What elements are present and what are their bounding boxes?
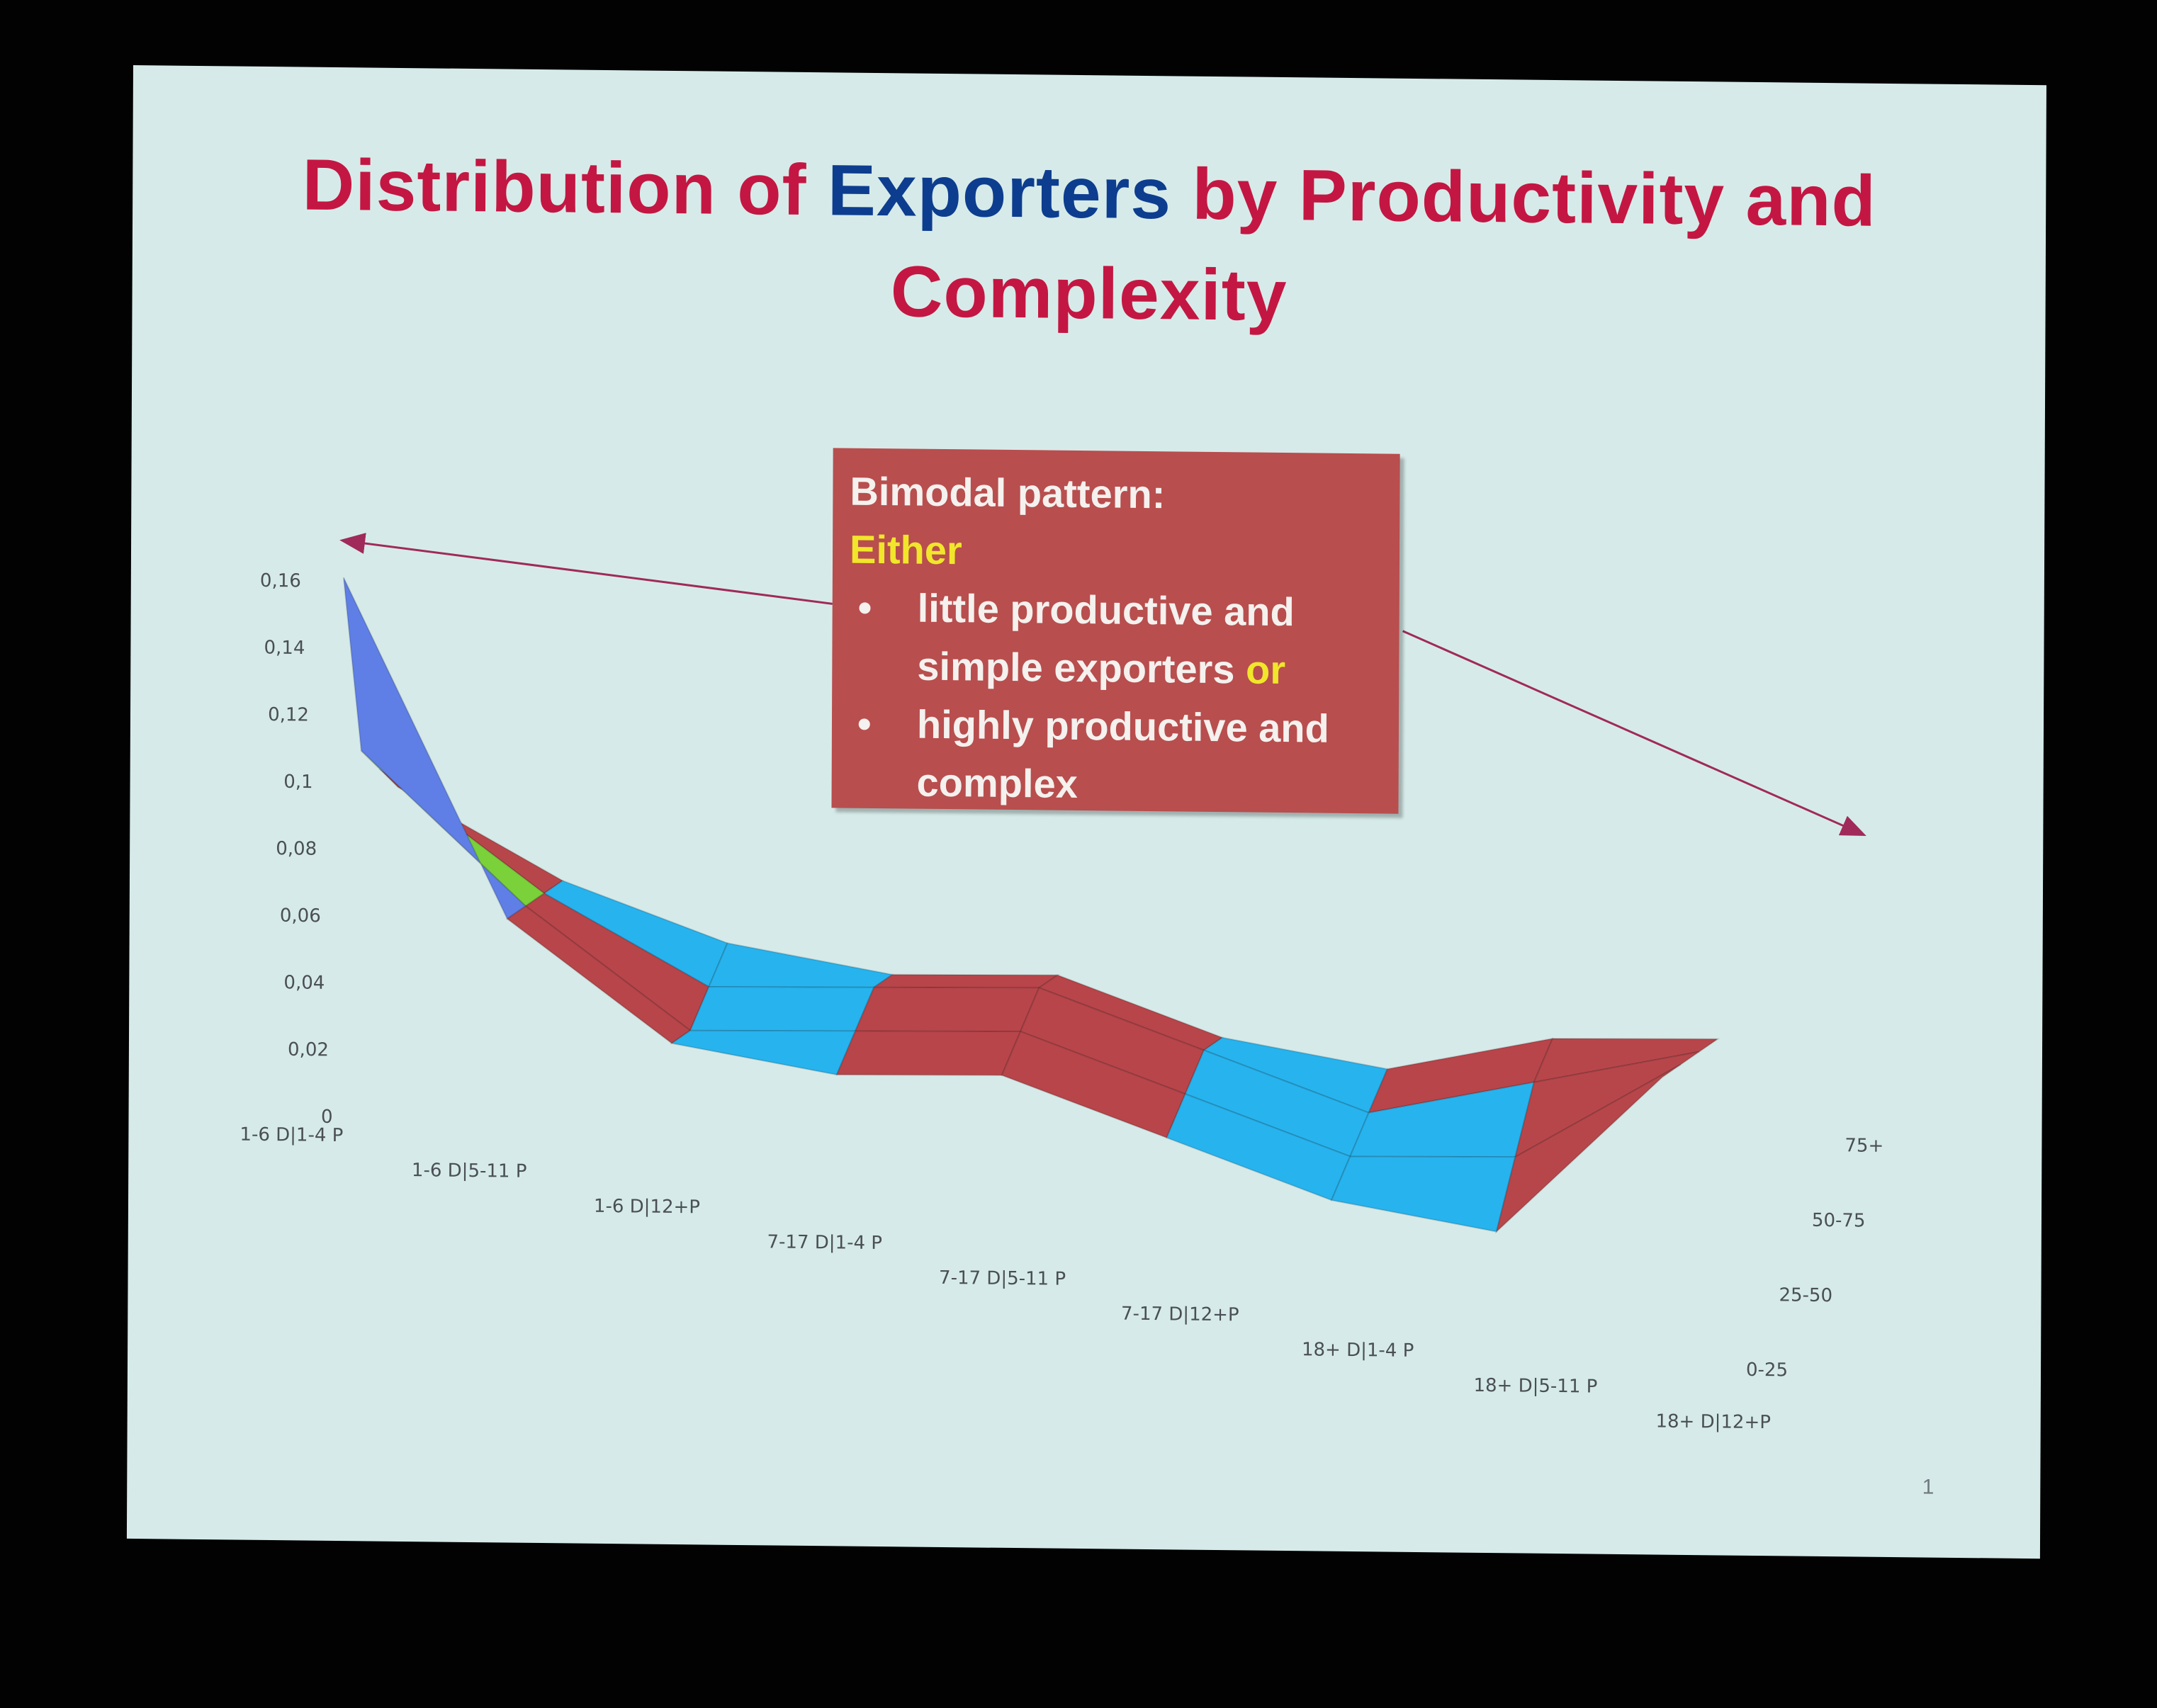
z-tick-label: 0,16 bbox=[260, 570, 301, 592]
z-tick-label: 0,06 bbox=[280, 905, 321, 927]
z-tick-label: 0,04 bbox=[283, 972, 325, 994]
x-tick-label: 7-17 D|1-4 P bbox=[767, 1231, 882, 1254]
z-axis: 0 0,02 0,04 0,06 0,08 0,1 0,12 0,14 0,16 bbox=[260, 570, 333, 1128]
callout-heading: Bimodal pattern: bbox=[850, 468, 1166, 517]
surface-facet bbox=[707, 942, 894, 988]
surface-facet bbox=[835, 1030, 1022, 1076]
x-tick-label: 18+ D|12+P bbox=[1655, 1411, 1771, 1434]
z-tick-label: 0,12 bbox=[268, 704, 309, 726]
callout-item-1-cont: simple exporters or bbox=[849, 637, 1382, 701]
x-tick-label: 1-6 D|1-4 P bbox=[240, 1124, 343, 1147]
z-tick-label: 0 bbox=[321, 1107, 333, 1128]
x-tick-label: 7-17 D|12+P bbox=[1121, 1303, 1239, 1326]
y-tick-label: 75+ bbox=[1845, 1135, 1883, 1157]
callout-or: or bbox=[1245, 647, 1286, 693]
z-tick-label: 0,1 bbox=[283, 771, 312, 793]
z-tick-label: 0,08 bbox=[276, 838, 317, 860]
x-axis: 1-6 D|1-4 P 1-6 D|5-11 P 1-6 D|12+P 7-17 D|… bbox=[240, 1124, 1771, 1434]
callout-item-1: • little productive and bbox=[850, 579, 1382, 643]
y-tick-label: 25-50 bbox=[1779, 1284, 1832, 1306]
y-tick-label: 50-75 bbox=[1812, 1210, 1866, 1232]
x-tick-label: 7-17 D|5-11 P bbox=[939, 1267, 1066, 1290]
x-tick-label: 1-6 D|5-11 P bbox=[412, 1160, 527, 1182]
surface-facet bbox=[689, 986, 875, 1032]
x-tick-label: 18+ D|1-4 P bbox=[1302, 1339, 1414, 1362]
bullet-icon: • bbox=[857, 701, 872, 746]
bullet-icon: • bbox=[857, 584, 872, 630]
callout-item1-line1: little productive and bbox=[917, 585, 1295, 635]
callout-item-2: • highly productive and bbox=[849, 695, 1382, 759]
x-tick-label: 1-6 D|12+P bbox=[594, 1196, 700, 1218]
x-tick-label: 18+ D|5-11 P bbox=[1473, 1375, 1597, 1398]
callout-item-2-cont: complex bbox=[848, 753, 1381, 817]
surface-facet bbox=[1330, 1155, 1516, 1233]
callout-arrow-right bbox=[1402, 630, 1866, 836]
surface-plot bbox=[342, 577, 1720, 1234]
surface-facet bbox=[1514, 1051, 1700, 1159]
surface-facet bbox=[1533, 1037, 1720, 1084]
z-tick-label: 0,14 bbox=[264, 637, 305, 659]
z-tick-label: 0,02 bbox=[288, 1039, 329, 1061]
surface-facet bbox=[670, 1029, 857, 1076]
callout-either: Either bbox=[849, 526, 962, 573]
surface-facet bbox=[1495, 1063, 1682, 1234]
slide: Distribution of Exporters by Productivit… bbox=[126, 65, 2046, 1559]
y-axis: 0-25 25-50 50-75 75+ bbox=[1746, 1135, 1883, 1381]
surface-facet bbox=[854, 986, 1040, 1033]
callout-item2-line2: complex bbox=[916, 759, 1078, 806]
y-tick-label: 0-25 bbox=[1746, 1359, 1788, 1381]
callout-item2-line1: highly productive and bbox=[916, 701, 1329, 751]
callout-arrow-left bbox=[339, 533, 833, 605]
callout-box: Bimodal pattern: Either • little product… bbox=[831, 448, 1400, 814]
page-number: 1 bbox=[1922, 1475, 1934, 1499]
surface-chart: 0 0,02 0,04 0,06 0,08 0,1 0,12 0,14 0,16 1-6 D|1… bbox=[240, 533, 1883, 1434]
callout-item1-line2: simple exporters bbox=[917, 643, 1235, 692]
